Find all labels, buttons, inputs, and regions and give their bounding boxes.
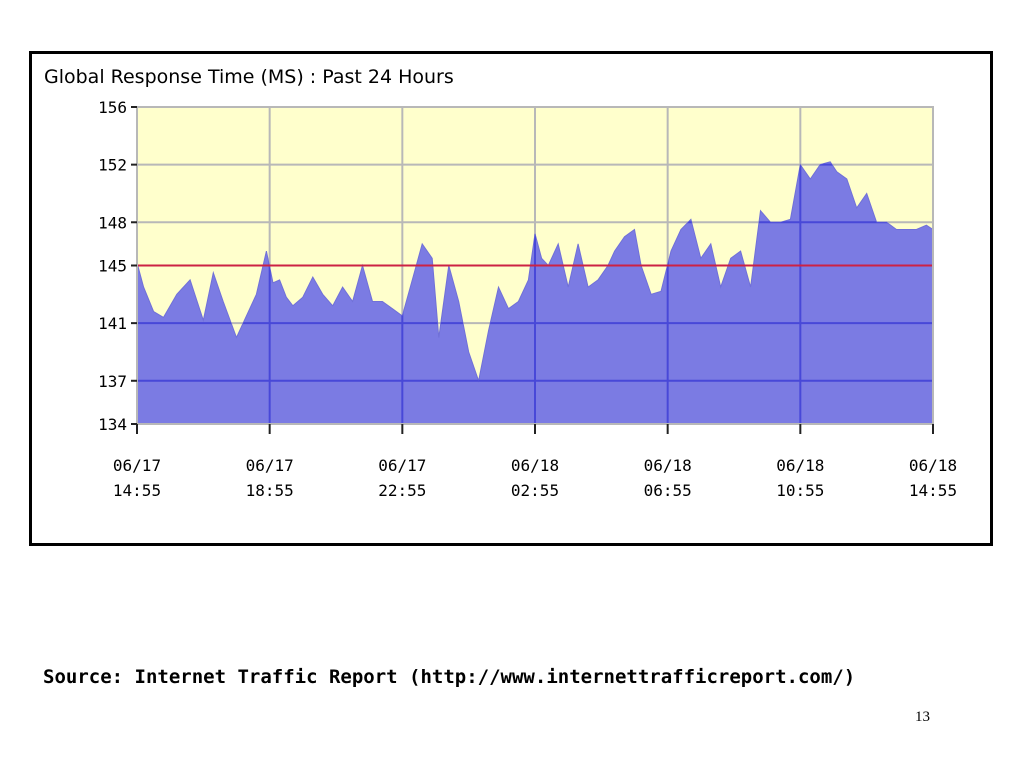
x-tick-label-time: 14:55	[909, 481, 957, 500]
y-tick-label: 137	[98, 372, 127, 391]
plot-area: 134 137 141 145 148 152 156 06/17 14:55 06/17 18:5…	[98, 98, 957, 500]
x-tick-label-time: 18:55	[246, 481, 294, 500]
x-tick-label-date: 06/18	[909, 456, 957, 475]
slide-number: 13	[915, 709, 930, 725]
x-tick-label-time: 06:55	[644, 481, 692, 500]
x-tick-label-time: 10:55	[776, 481, 824, 500]
x-tick-label-time: 02:55	[511, 481, 559, 500]
y-tick-label: 148	[98, 213, 127, 232]
x-tick-label-time: 22:55	[378, 481, 426, 500]
chart-title: Global Response Time (MS) : Past 24 Hour…	[44, 66, 454, 88]
x-tick-label-date: 06/17	[246, 456, 294, 475]
y-tick-label: 141	[98, 314, 127, 333]
x-tick-label-date: 06/17	[113, 456, 161, 475]
source-note: Source: Internet Traffic Report (http://…	[43, 666, 856, 688]
y-tick-label: 152	[98, 156, 127, 175]
y-tick-label: 145	[98, 257, 127, 276]
y-tick-label: 156	[98, 98, 127, 117]
y-tick-label: 134	[98, 415, 127, 434]
x-tick-label-date: 06/18	[776, 456, 824, 475]
x-tick-label-time: 14:55	[113, 481, 161, 500]
x-tick-label-date: 06/18	[644, 456, 692, 475]
x-tick-label-date: 06/17	[378, 456, 426, 475]
x-tick-label-date: 06/18	[511, 456, 559, 475]
